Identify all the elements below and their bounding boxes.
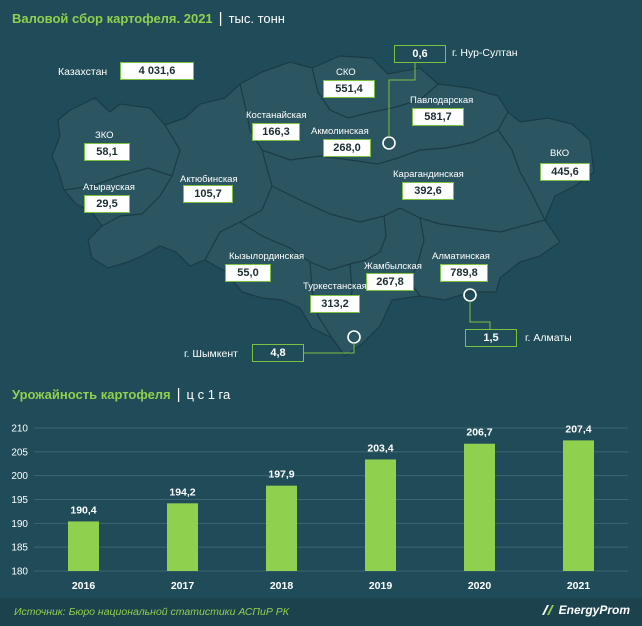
source-text: Источник: Бюро национальной статистики А… [14, 606, 289, 618]
almaty-region-value: 789,8 [440, 264, 488, 282]
total-label: Казахстан [58, 66, 108, 78]
y-tick-label: 185 [11, 543, 28, 554]
zhambyl-label: Жамбылская [364, 261, 422, 272]
map-title: Валовой сбор картофеля. 2021 | тыс. тонн [12, 6, 285, 30]
energyprom-logo: EnergyProm [540, 603, 630, 617]
bar [266, 485, 297, 571]
y-tick-label: 200 [11, 471, 28, 482]
nur-sultan-leader [388, 62, 416, 137]
atyrau-value: 29,5 [84, 195, 130, 213]
chart-title-main: Урожайность картофеля [12, 386, 171, 402]
x-tick-label: 2017 [171, 580, 195, 592]
region-border [101, 124, 181, 227]
atyrau-label: Атырауская [83, 182, 135, 193]
bar-value-label: 203,4 [367, 442, 393, 454]
bar-value-label: 197,9 [268, 469, 294, 481]
bar [563, 440, 594, 571]
nur-sultan-label: г. Нур-Султан [452, 47, 518, 59]
karaganda-value: 392,6 [402, 182, 454, 200]
region-border [311, 67, 439, 119]
y-tick-label: 190 [11, 519, 28, 530]
almaty-region-label: Алматинская [432, 251, 490, 262]
bar [464, 443, 495, 571]
chart-title-separator: | [176, 385, 181, 403]
bar-value-label: 206,7 [466, 427, 492, 439]
x-tick-label: 2016 [72, 580, 96, 592]
region-border [261, 111, 509, 165]
shymkent-leader [289, 343, 355, 354]
zko-label: ЗКО [95, 130, 114, 141]
x-tick-label: 2020 [468, 580, 492, 592]
vko-value: 445,6 [540, 163, 590, 181]
bar-value-label: 194,2 [169, 486, 195, 498]
logo-mark-icon [541, 605, 554, 615]
vko-label: ВКО [550, 148, 570, 159]
kyzylorda-label: Кызылординская [229, 251, 305, 262]
bar [365, 459, 396, 571]
akmola-value: 268,0 [323, 139, 371, 157]
map-title-unit: тыс. тонн [228, 10, 285, 26]
y-tick-label: 195 [11, 495, 28, 506]
chart-panel [0, 372, 642, 598]
sko-value: 551,4 [323, 80, 375, 98]
logo-text: EnergyProm [558, 603, 630, 617]
yield-bar-chart: 180 185 190 195 200 205 210 190,4 2016 194,2 2017 1… [11, 423, 628, 592]
bar [68, 521, 99, 571]
y-tick-label: 210 [11, 424, 28, 435]
total-value: 4 031,6 [120, 62, 194, 80]
kostanay-value: 166,3 [252, 123, 300, 141]
x-tick-label: 2021 [567, 580, 591, 592]
chart-title: Урожайность картофеля | ц с 1 га [12, 382, 230, 406]
chart-title-unit: ц с 1 га [186, 386, 231, 402]
pavlodar-value: 581,7 [412, 108, 464, 126]
region-border [497, 129, 546, 221]
turkestan-label: Туркестанская [303, 281, 367, 292]
kostanay-label: Костанайская [246, 110, 307, 121]
aktobe-value: 105,7 [183, 185, 233, 203]
region-border [349, 215, 387, 307]
zhambyl-value: 267,8 [366, 273, 414, 291]
turkestan-value: 313,2 [310, 295, 360, 313]
x-tick-label: 2019 [369, 580, 393, 592]
shymkent-value: 4,8 [252, 344, 304, 362]
pavlodar-label: Павлодарская [410, 95, 474, 106]
bar [167, 503, 198, 571]
y-tick-label: 180 [11, 567, 28, 578]
almaty-city-value: 1,5 [465, 329, 517, 347]
bar-value-label: 207,4 [565, 423, 591, 435]
bar-value-label: 190,4 [70, 504, 96, 516]
map-title-main: Валовой сбор картофеля. 2021 [12, 10, 213, 26]
karaganda-label: Карагандинская [393, 169, 464, 180]
footer: Источник: Бюро национальной статистики А… [0, 598, 642, 626]
y-tick-label: 205 [11, 447, 28, 458]
shymkent-label: г. Шымкент [184, 348, 238, 360]
aktobe-label: Актюбинская [180, 174, 238, 185]
title-separator: | [218, 9, 223, 27]
kyzylorda-value: 55,0 [225, 264, 271, 282]
region-border [63, 167, 173, 191]
akmola-label: Акмолинская [311, 126, 369, 137]
sko-label: СКО [336, 67, 356, 78]
region-border [271, 185, 546, 233]
region-border [239, 221, 351, 271]
nur-sultan-value: 0,6 [394, 45, 446, 63]
almaty-city-label: г. Алматы [525, 332, 572, 344]
almaty-leader [469, 301, 491, 330]
x-tick-label: 2018 [270, 580, 294, 592]
zko-value: 58,1 [84, 143, 130, 161]
